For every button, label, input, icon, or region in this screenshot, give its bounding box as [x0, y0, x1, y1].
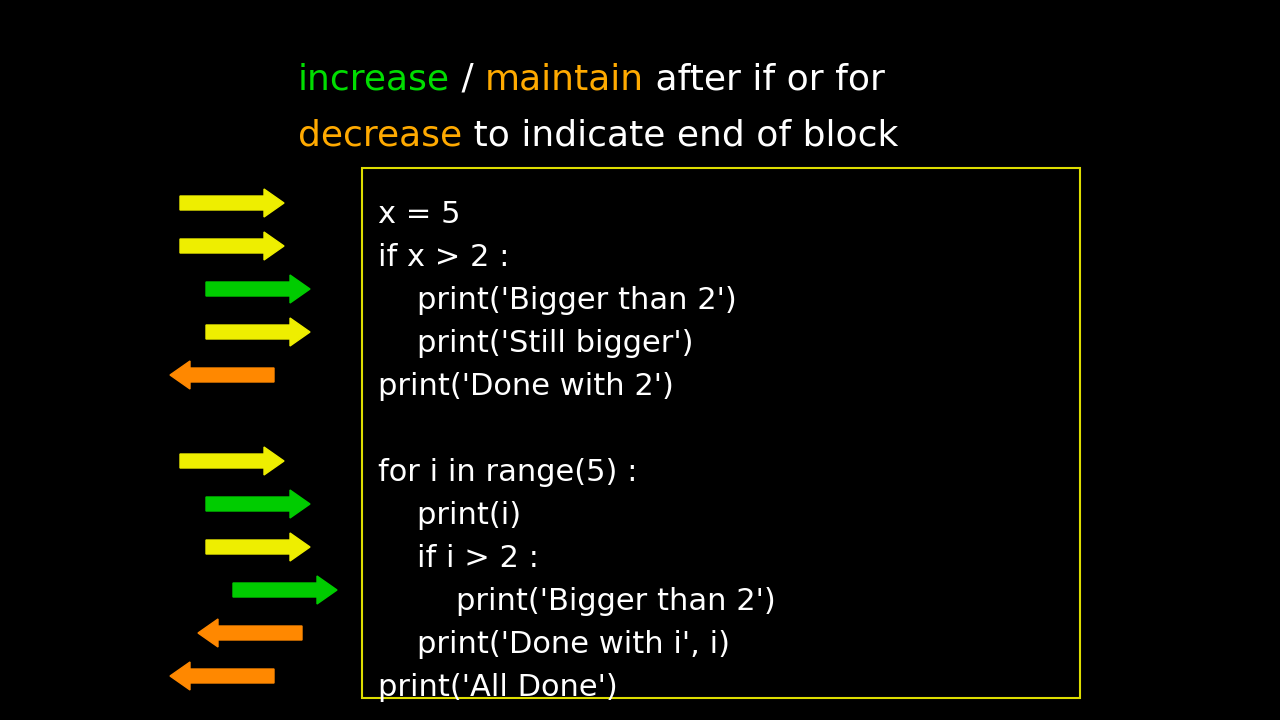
- FancyArrow shape: [180, 189, 284, 217]
- FancyArrow shape: [170, 662, 274, 690]
- Bar: [362, 168, 1080, 698]
- Text: print('All Done'): print('All Done'): [378, 673, 618, 702]
- FancyArrow shape: [170, 361, 274, 389]
- Text: print('Still bigger'): print('Still bigger'): [378, 329, 694, 358]
- Text: after if or for: after if or for: [644, 62, 886, 96]
- Text: decrease: decrease: [298, 118, 462, 152]
- FancyArrow shape: [180, 232, 284, 260]
- Text: print('Bigger than 2'): print('Bigger than 2'): [378, 286, 737, 315]
- Text: x = 5: x = 5: [378, 200, 461, 229]
- Text: print('Bigger than 2'): print('Bigger than 2'): [378, 587, 776, 616]
- FancyArrow shape: [206, 275, 310, 303]
- FancyArrow shape: [206, 490, 310, 518]
- Text: maintain: maintain: [485, 62, 644, 96]
- FancyArrow shape: [180, 447, 284, 475]
- FancyArrow shape: [206, 318, 310, 346]
- FancyArrow shape: [233, 576, 337, 604]
- Text: if i > 2 :: if i > 2 :: [378, 544, 539, 573]
- Text: /: /: [451, 62, 485, 96]
- Text: increase: increase: [298, 62, 451, 96]
- Text: if x > 2 :: if x > 2 :: [378, 243, 509, 272]
- Text: for i in range(5) :: for i in range(5) :: [378, 458, 637, 487]
- Text: print(i): print(i): [378, 501, 521, 530]
- FancyArrow shape: [198, 619, 302, 647]
- Text: to indicate end of block: to indicate end of block: [462, 118, 899, 152]
- Text: print('Done with i', i): print('Done with i', i): [378, 630, 730, 659]
- Text: print('Done with 2'): print('Done with 2'): [378, 372, 673, 401]
- FancyArrow shape: [206, 533, 310, 561]
